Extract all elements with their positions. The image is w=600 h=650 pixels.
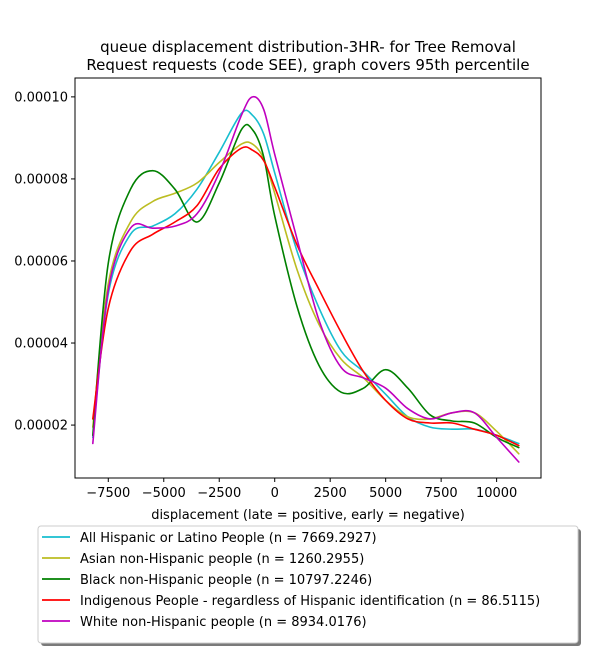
legend: All Hispanic or Latino People (n = 7669.… [37, 525, 581, 646]
y-tick-label: 0.00004 [14, 337, 68, 352]
chart-title-text: queue displacement distribution-3HR- for… [86, 38, 529, 74]
x-tick-label: 5000 [369, 486, 402, 501]
x-tick-label: −2500 [197, 486, 241, 501]
x-tick-label: 2500 [314, 486, 347, 501]
y-tick-label: 0.00008 [14, 172, 68, 187]
y-tick-label: 0.00006 [14, 254, 68, 269]
plot-area [74, 77, 542, 479]
x-tick-label: 7500 [425, 486, 458, 501]
y-tick-label: 0.00002 [14, 419, 68, 434]
series-lines [92, 95, 520, 463]
x-axis: −7500 −5000 −2500 0 2500 5000 7500 10000 [86, 478, 517, 501]
series-line-1 [92, 109, 520, 445]
x-axis-label: displacement (late = positive, early = n… [151, 508, 465, 523]
legend-box [37, 525, 579, 644]
x-tick-label: 10000 [476, 486, 517, 501]
series-line-5 [92, 95, 520, 463]
y-tick-label: 0.00010 [14, 90, 68, 105]
legend-label: White non-Hispanic people (n = 8934.0176… [80, 615, 367, 630]
chart-title: queue displacement distribution-3HR- for… [86, 38, 529, 74]
legend-label: Black non-Hispanic people (n = 10797.224… [80, 573, 372, 588]
y-axis: 0.00002 0.00004 0.00006 0.00008 0.00010 [14, 90, 75, 434]
series-line-4 [92, 146, 520, 447]
legend-label: Asian non-Hispanic people (n = 1260.2955… [80, 552, 364, 567]
legend-label: Indigenous People - regardless of Hispan… [80, 594, 540, 609]
series-line-2 [92, 141, 520, 455]
series-line-3 [92, 123, 520, 449]
x-tick-label: 0 [271, 486, 279, 501]
x-tick-label: −7500 [86, 486, 130, 501]
legend-label: All Hispanic or Latino People (n = 7669.… [80, 531, 377, 546]
x-tick-label: −5000 [142, 486, 186, 501]
